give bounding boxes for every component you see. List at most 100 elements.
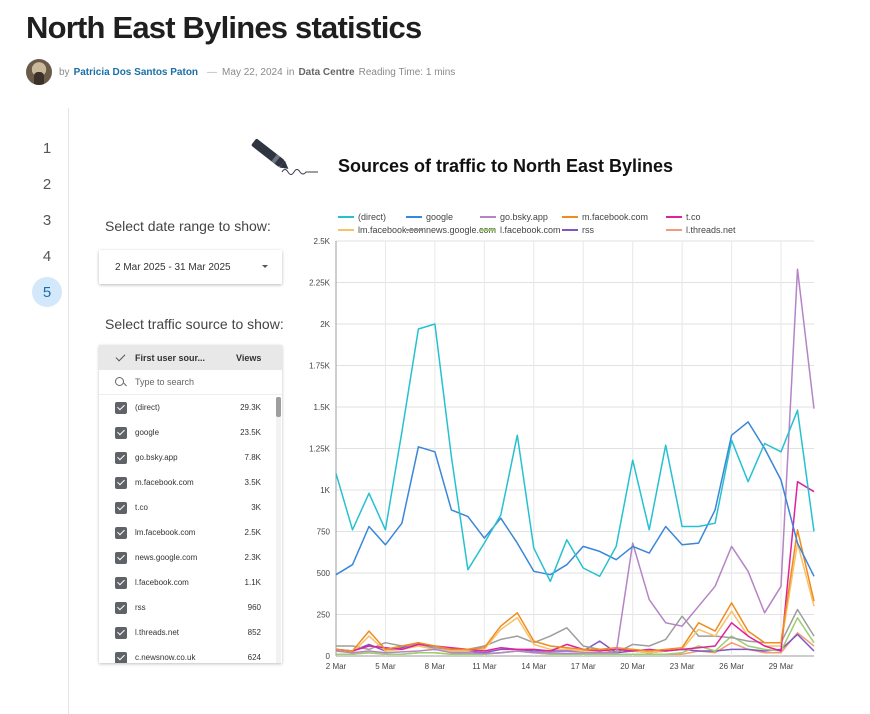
- source-row[interactable]: rss 960: [99, 595, 282, 620]
- search-placeholder: Type to search: [135, 377, 195, 387]
- column-header-source[interactable]: First user sour...: [135, 352, 206, 363]
- source-views: 624: [247, 653, 261, 662]
- y-tick-label: 1.5K: [314, 403, 331, 412]
- checkbox-checked-icon[interactable]: [115, 576, 127, 589]
- source-row[interactable]: google 23.5K: [99, 420, 282, 445]
- page-5[interactable]: 5: [30, 274, 64, 310]
- list-scrollbar[interactable]: [276, 397, 281, 663]
- source-name: m.facebook.com: [135, 478, 194, 487]
- author-avatar[interactable]: [26, 59, 52, 85]
- author-link[interactable]: Patricia Dos Santos Paton: [73, 66, 199, 78]
- page-number: 4: [42, 247, 52, 265]
- source-views: 960: [247, 603, 261, 612]
- byline: by Patricia Dos Santos Paton — May 22, 2…: [26, 59, 455, 85]
- page-number: 1: [42, 139, 52, 157]
- source-row[interactable]: m.facebook.com 3.5K: [99, 470, 282, 495]
- source-name: rss: [135, 603, 146, 612]
- source-views: 852: [247, 628, 261, 637]
- source-views: 3K: [251, 503, 261, 512]
- post-title: North East Bylines statistics: [26, 10, 422, 45]
- legend-label: (direct): [358, 212, 386, 222]
- x-tick-label: 20 Mar: [620, 662, 645, 671]
- source-row[interactable]: news.google.com 2.3K: [99, 545, 282, 570]
- x-tick-label: 29 Mar: [769, 662, 794, 671]
- source-search[interactable]: Type to search: [99, 370, 282, 395]
- legend-label: l.threads.net: [686, 225, 736, 235]
- source-row[interactable]: l.threads.net 852: [99, 620, 282, 645]
- checkbox-checked-icon[interactable]: [115, 626, 127, 639]
- series-line: [335, 323, 815, 583]
- y-tick-label: 1.25K: [309, 445, 331, 454]
- x-tick-label: 23 Mar: [670, 662, 695, 671]
- page-3[interactable]: 3: [30, 202, 64, 238]
- y-tick-label: 1.75K: [309, 362, 331, 371]
- chart-title: Sources of traffic to North East Bylines: [338, 156, 674, 176]
- y-tick-label: 2K: [320, 320, 330, 329]
- checkbox-checked-icon[interactable]: [115, 526, 127, 539]
- page-1[interactable]: 1: [30, 130, 64, 166]
- traffic-source-list: First user sour... Views Type to search …: [99, 345, 282, 663]
- page-number: 2: [42, 175, 52, 193]
- source-views: 3.5K: [244, 478, 261, 487]
- page-number: 5: [32, 277, 62, 307]
- byline-dash: —: [207, 66, 218, 78]
- y-tick-label: 1K: [320, 486, 330, 495]
- legend-label: lm.facebook.com: [358, 225, 426, 235]
- traffic-line-chart: (direct) google go.bsky.app m.facebook.com t…: [309, 212, 815, 671]
- y-tick-label: 750: [317, 528, 331, 537]
- checkbox-checked-icon[interactable]: [115, 501, 127, 514]
- list-header: First user sour... Views: [99, 345, 282, 370]
- y-tick-label: 2.25K: [309, 279, 331, 288]
- source-name: t.co: [135, 503, 148, 512]
- page-2[interactable]: 2: [30, 166, 64, 202]
- series-line: [335, 542, 815, 654]
- scrollbar-thumb[interactable]: [276, 397, 281, 417]
- post-date: May 22, 2024: [222, 66, 283, 78]
- page-4[interactable]: 4: [30, 238, 64, 274]
- legend-label: news.google.com: [426, 225, 496, 235]
- checkbox-checked-icon[interactable]: [115, 601, 127, 614]
- byline-by: by: [59, 66, 70, 78]
- pen-icon: [251, 139, 318, 175]
- legend-label: l.facebook.com: [500, 225, 561, 235]
- source-row[interactable]: l.facebook.com 1.1K: [99, 570, 282, 595]
- source-row[interactable]: go.bsky.app 7.8K: [99, 445, 282, 470]
- x-tick-label: 17 Mar: [571, 662, 596, 671]
- source-name: lm.facebook.com: [135, 528, 196, 537]
- source-row[interactable]: c.newsnow.co.uk 624: [99, 645, 282, 663]
- x-tick-label: 14 Mar: [521, 662, 546, 671]
- x-tick-label: 2 Mar: [326, 662, 347, 671]
- checkbox-checked-icon[interactable]: [115, 476, 127, 489]
- select-all-check-icon[interactable]: [115, 352, 127, 364]
- source-row[interactable]: t.co 3K: [99, 495, 282, 520]
- pagination: 1 2 3 4 5: [30, 130, 64, 310]
- page-number: 3: [42, 211, 52, 229]
- source-name: l.threads.net: [135, 628, 180, 637]
- source-views: 2.3K: [244, 553, 261, 562]
- date-range-label: Select date range to show:: [105, 218, 271, 234]
- source-views: 23.5K: [240, 428, 261, 437]
- source-name: google: [135, 428, 160, 437]
- category-link[interactable]: Data Centre: [298, 66, 355, 78]
- checkbox-checked-icon[interactable]: [115, 451, 127, 464]
- series-line: [335, 421, 815, 577]
- checkbox-checked-icon[interactable]: [115, 651, 127, 663]
- checkbox-checked-icon[interactable]: [115, 426, 127, 439]
- column-header-views[interactable]: Views: [236, 352, 262, 363]
- checkbox-checked-icon[interactable]: [115, 551, 127, 564]
- series-line: [335, 268, 815, 655]
- legend-label: go.bsky.app: [500, 212, 548, 222]
- y-tick-label: 250: [317, 611, 331, 620]
- divider: [68, 108, 69, 714]
- y-tick-label: 500: [317, 569, 331, 578]
- source-row[interactable]: (direct) 29.3K: [99, 395, 282, 420]
- dropdown-caret-icon: [262, 265, 268, 268]
- checkbox-checked-icon[interactable]: [115, 401, 127, 414]
- date-range-picker[interactable]: 2 Mar 2025 - 31 Mar 2025: [99, 250, 282, 284]
- source-name: (direct): [135, 403, 160, 412]
- source-name: go.bsky.app: [135, 453, 178, 462]
- legend-label: m.facebook.com: [582, 212, 648, 222]
- source-row[interactable]: lm.facebook.com 2.5K: [99, 520, 282, 545]
- x-tick-label: 26 Mar: [719, 662, 744, 671]
- date-range-value: 2 Mar 2025 - 31 Mar 2025: [115, 261, 231, 273]
